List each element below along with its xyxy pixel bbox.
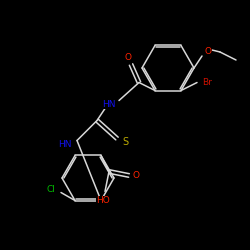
Text: HN: HN — [58, 140, 72, 149]
Text: O: O — [132, 171, 140, 180]
Text: HO: HO — [96, 196, 110, 205]
Text: HN: HN — [102, 100, 116, 109]
Text: O: O — [204, 48, 212, 56]
Text: S: S — [122, 136, 128, 146]
Text: Cl: Cl — [46, 185, 56, 194]
Text: Br: Br — [202, 78, 212, 87]
Text: O: O — [124, 53, 132, 62]
